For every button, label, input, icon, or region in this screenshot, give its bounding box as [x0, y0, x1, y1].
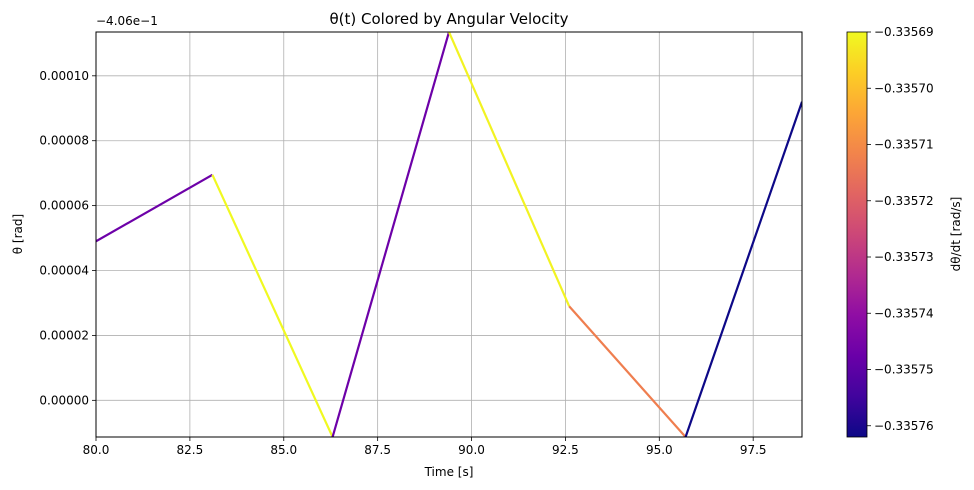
colorbar-label: dθ/dt [rad/s] — [949, 197, 963, 272]
colorbar — [846, 31, 868, 438]
x-tick-label: 82.5 — [177, 443, 204, 457]
colorbar-tick-label: −0.33571 — [874, 138, 934, 152]
x-tick-label: 85.0 — [270, 443, 297, 457]
y-tick-label: 0.00008 — [39, 134, 89, 148]
y-tick-label: 0.00000 — [39, 393, 89, 407]
chart-title: θ(t) Colored by Angular Velocity — [330, 10, 569, 28]
x-axis: 80.0 82.5 85.0 87.5 90.0 92.5 95.0 97.5 — [83, 437, 767, 457]
colorbar-tick-label: −0.33570 — [874, 81, 934, 95]
line-segment — [568, 305, 687, 437]
y-offset-label: −4.06e−1 — [96, 14, 158, 28]
colorbar-tick-label: −0.33575 — [874, 363, 934, 377]
data-line — [96, 32, 802, 437]
y-tick-label: 0.00010 — [39, 69, 89, 83]
y-tick-label: 0.00004 — [39, 264, 89, 278]
x-tick-label: 95.0 — [646, 443, 673, 457]
line-segment — [447, 32, 571, 307]
colorbar-tick-label: −0.33569 — [874, 25, 934, 39]
y-axis: 0.00000 0.00002 0.00004 0.00006 0.00008 0.000… — [39, 69, 96, 407]
x-tick-label: 90.0 — [458, 443, 485, 457]
plot-frame — [95, 31, 803, 438]
x-tick-label: 92.5 — [552, 443, 579, 457]
x-tick-label: 80.0 — [83, 443, 110, 457]
colorbar-tick-label: −0.33576 — [874, 419, 934, 433]
grid-lines — [95, 32, 802, 437]
colorbar-tick-label: −0.33574 — [874, 306, 934, 320]
colorbar-tick-label: −0.33573 — [874, 250, 934, 264]
colorbar-tick-label: −0.33572 — [874, 194, 934, 208]
y-axis-label: θ [rad] — [11, 214, 25, 254]
line-segment — [684, 101, 802, 437]
y-tick-label: 0.00006 — [39, 199, 89, 213]
colorbar-axis: −0.33576 −0.33575 −0.33574 −0.33573 −0.33572… — [867, 25, 934, 433]
x-tick-label: 97.5 — [740, 443, 767, 457]
line-segment — [96, 173, 213, 243]
x-tick-label: 87.5 — [364, 443, 391, 457]
y-tick-label: 0.00002 — [39, 328, 89, 342]
x-axis-label: Time [s] — [424, 465, 474, 479]
line-segment — [211, 174, 334, 437]
line-segment — [331, 32, 451, 437]
